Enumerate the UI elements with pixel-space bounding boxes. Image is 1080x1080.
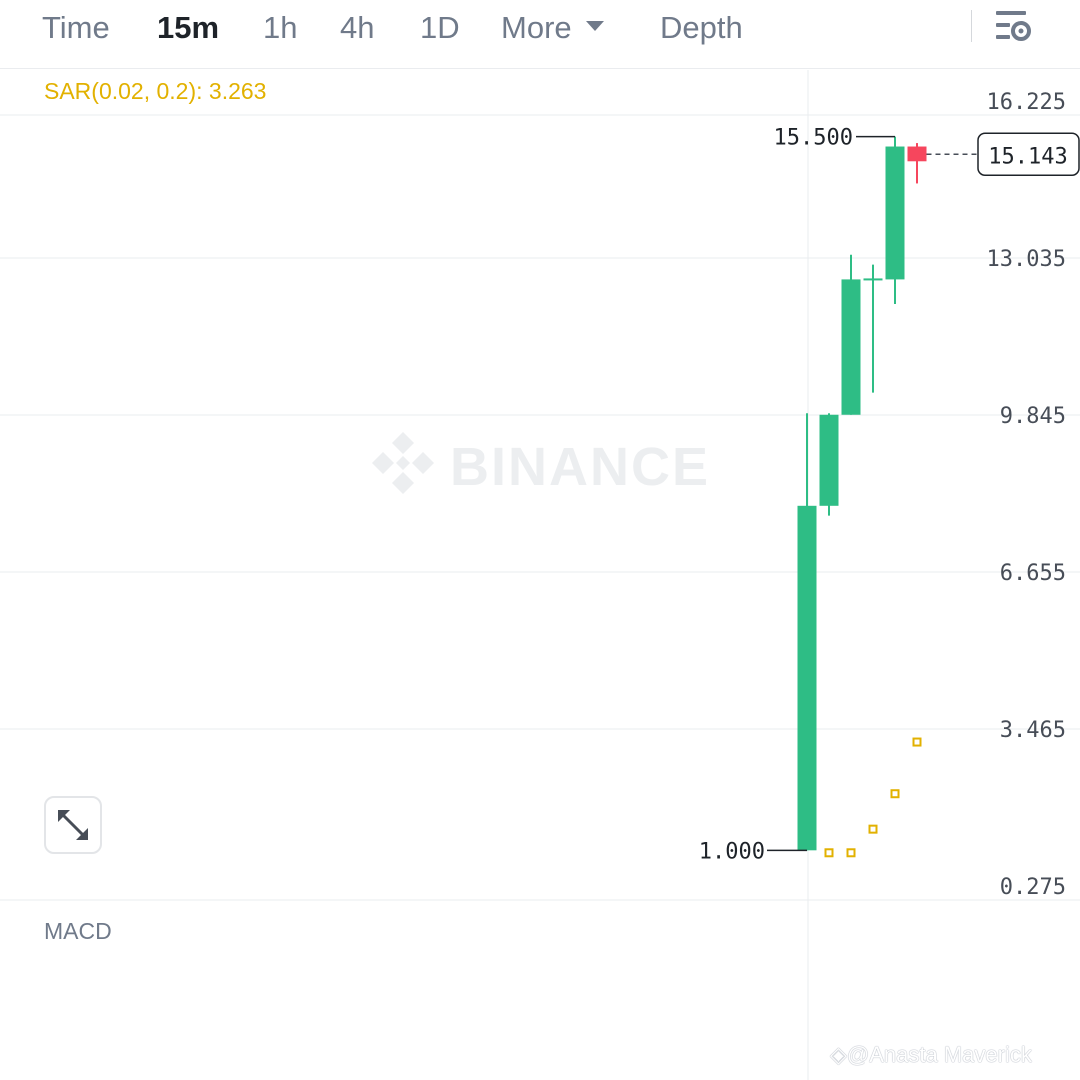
tab-4h[interactable]: 4h [340,10,375,45]
candle-body [907,146,927,162]
expand-button[interactable] [44,796,102,854]
tab-1h[interactable]: 1h [263,10,298,45]
last-price-box [977,132,1080,177]
tab-depth[interactable]: Depth [660,10,743,45]
binance-watermark: BINANCE [368,428,718,498]
binance-diamond-icon: ◈ [830,1042,847,1067]
tab-more[interactable]: More [501,10,604,46]
chart-settings-icon[interactable] [994,8,1034,44]
tab-15m[interactable]: 15m [157,10,220,45]
sar-dot [868,824,878,834]
y-tick-label: 0.275 [1000,875,1066,900]
sar-indicator-label: SAR(0.02, 0.2): 3.263 [44,78,267,104]
low-marker-label: 1.000 [699,839,765,864]
tab-1d[interactable]: 1D [420,10,460,45]
sar-dot [846,848,856,858]
sar-dot [912,737,922,747]
candle-body [863,278,883,281]
y-tick-label: 16.225 [987,90,1066,115]
y-tick-label: 9.845 [1000,404,1066,429]
candle-body [841,279,861,415]
last-price-label: 15.143 [988,144,1067,169]
y-tick-label: 13.035 [987,247,1066,272]
sar-dot [890,789,900,799]
tab-time[interactable]: Time [42,10,110,45]
caret-down-icon [585,20,604,31]
candle-body [819,414,839,506]
sar-dot [824,848,834,858]
binance-logo-icon [372,432,434,494]
macd-indicator-label: MACD [44,918,112,944]
y-tick-label: 6.655 [1000,561,1066,586]
chart-toolbar: Time 15m 1h 4h 1D More Depth [0,0,1080,69]
credit-watermark: ◈@Anasta Maverick [830,1042,1032,1068]
expand-arrows-icon [58,810,88,840]
candle-body [797,505,817,851]
credit-text: @Anasta Maverick [846,1042,1032,1067]
y-tick-label: 3.465 [1000,718,1066,743]
watermark-text: BINANCE [450,437,711,497]
high-marker-label: 15.500 [774,126,853,151]
candle-body [885,146,905,280]
tab-more-label: More [501,10,572,45]
toolbar-divider [971,10,972,42]
